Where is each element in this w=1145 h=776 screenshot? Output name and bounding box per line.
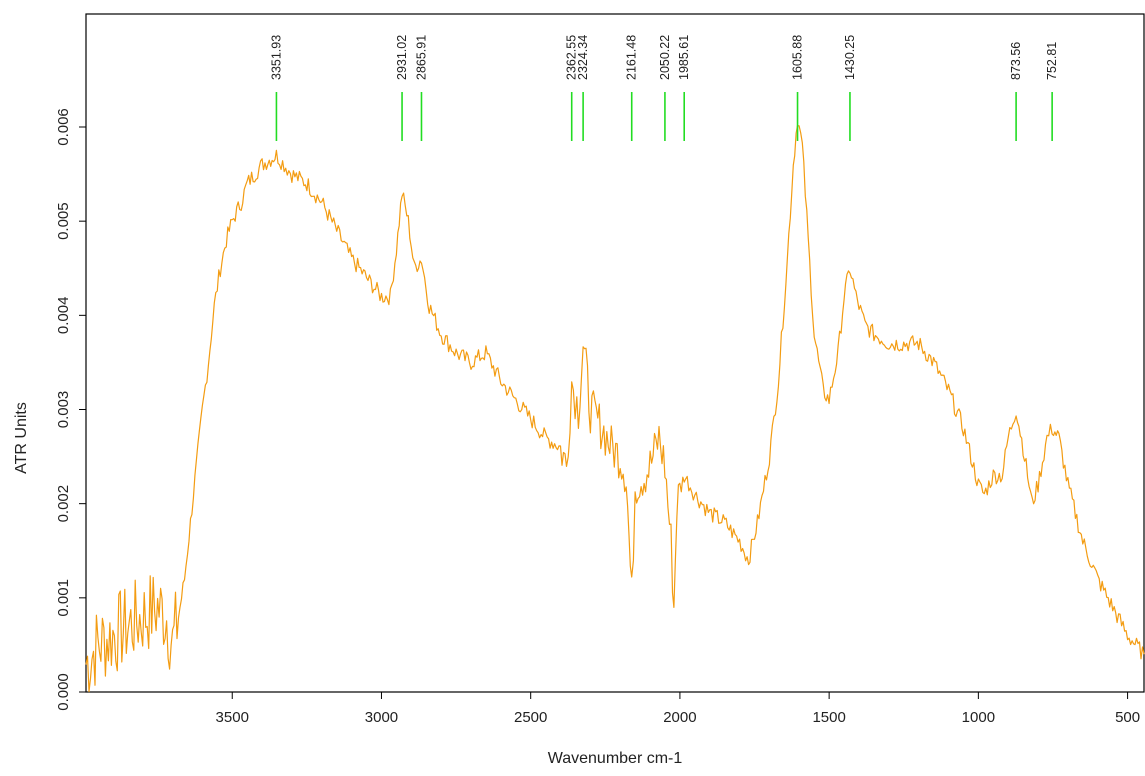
x-tick-label: 1500 (812, 709, 845, 726)
y-tick-label: 0.003 (55, 391, 72, 429)
peak-label: 2362.55 (565, 35, 579, 80)
x-axis: 3500 3000 2500 2000 1500 1000 500 (216, 692, 1140, 726)
peak-label: 2931.02 (395, 35, 409, 80)
x-tick-label: 3500 (216, 709, 249, 726)
peak-label: 2865.91 (414, 35, 428, 80)
peak-label: 1430.25 (843, 35, 857, 80)
y-tick-label: 0.006 (55, 108, 72, 146)
spectrum-layer (85, 125, 1145, 693)
spectrum-line (85, 125, 1145, 693)
peak-label: 752.81 (1045, 42, 1059, 80)
y-tick-label: 0.002 (55, 485, 72, 523)
peak-label: 2324.34 (576, 35, 590, 80)
x-tick-label: 500 (1115, 709, 1140, 726)
plot-frame (85, 13, 1145, 693)
y-axis-title: ATR Units (13, 402, 30, 474)
peak-label: 873.56 (1009, 42, 1023, 80)
peak-label: 2161.48 (625, 35, 639, 80)
x-tick-label: 2500 (514, 709, 547, 726)
x-tick-label: 1000 (962, 709, 995, 726)
peak-label: 1985.61 (677, 35, 691, 80)
x-tick-label: 3000 (365, 709, 398, 726)
y-tick-label: 0.001 (55, 579, 72, 617)
y-axis: 0.000 0.001 0.002 0.003 0.004 0.005 0.006 (55, 108, 86, 711)
y-tick-label: 0.000 (55, 673, 72, 711)
x-tick-label: 2000 (663, 709, 696, 726)
y-tick-label: 0.005 (55, 202, 72, 240)
peak-label: 1605.88 (791, 35, 805, 80)
x-axis-title: Wavenumber cm-1 (548, 750, 683, 767)
peak-label: 2050.22 (658, 35, 672, 80)
peak-label: 3351.93 (269, 35, 283, 80)
y-tick-label: 0.004 (55, 297, 72, 335)
